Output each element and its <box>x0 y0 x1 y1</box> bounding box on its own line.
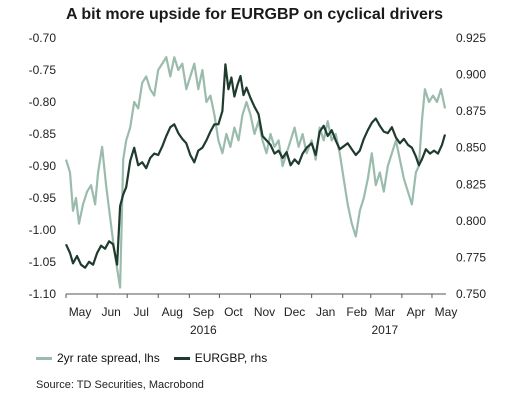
x-tick-label: Oct <box>224 305 243 319</box>
x-tick-label: Aug <box>162 305 183 319</box>
y-right-tick-label: 0.875 <box>456 104 486 118</box>
source-note: Source: TD Securities, Macrobond <box>36 379 204 391</box>
y-left-tick-label: -0.90 <box>29 159 57 173</box>
x-tick-label: Dec <box>284 305 305 319</box>
x-tick-label: Jul <box>134 305 149 319</box>
x-tick-label: Apr <box>407 305 426 319</box>
legend-item-eurgbp: EURGBP, rhs <box>173 351 268 365</box>
x-tick-label: Feb <box>346 305 367 319</box>
y-right-tick-label: 0.825 <box>456 177 486 191</box>
legend-item-rate-spread: 2yr rate spread, lhs <box>36 351 160 365</box>
y-left-tick-label: -0.80 <box>29 95 57 109</box>
series-layer <box>64 56 447 289</box>
y-left-tick-label: -0.70 <box>29 31 57 45</box>
legend: 2yr rate spread, lhs EURGBP, rhs <box>36 351 281 365</box>
y-left-tick-label: -0.85 <box>29 127 57 141</box>
y-right-tick-label: 0.750 <box>456 287 486 301</box>
y-left-tick-label: -1.10 <box>29 287 57 301</box>
x-tick-label: May <box>435 305 458 319</box>
y-right-tick-label: 0.775 <box>456 250 486 264</box>
legend-swatch-eurgbp <box>173 356 190 360</box>
chart-title: A bit more upside for EURGBP on cyclical… <box>66 6 443 23</box>
x-year-label: 2017 <box>371 323 398 337</box>
y-left-tick-label: -1.00 <box>29 223 57 237</box>
legend-swatch-rate-spread <box>36 356 52 360</box>
y-left-tick-label: -0.95 <box>29 191 57 205</box>
axes: -0.70 -0.75 -0.80 -0.85 -0.90 -0.95 -1.00 -1.05… <box>29 31 487 337</box>
x-tick-label: Jun <box>101 305 120 319</box>
x-tick-label: Jan <box>316 305 335 319</box>
y-left-tick-label: -0.75 <box>29 63 57 77</box>
x-tick-label: Sep <box>193 305 215 319</box>
x-tick-label: Nov <box>254 305 275 319</box>
series-line-rate-spread <box>64 56 447 289</box>
x-tick-label: Mar <box>375 305 396 319</box>
y-right-tick-label: 0.800 <box>456 214 486 228</box>
y-left-tick-label: -1.05 <box>29 255 57 269</box>
y-right-tick-label: 0.925 <box>456 31 486 45</box>
series-line-eurgbp <box>65 63 447 269</box>
x-year-label: 2016 <box>190 323 217 337</box>
y-right-tick-label: 0.900 <box>456 68 486 82</box>
x-tick-label: May <box>69 305 92 319</box>
legend-label-eurgbp: EURGBP, rhs <box>194 351 268 365</box>
y-right-tick-label: 0.850 <box>456 141 486 155</box>
legend-label-rate-spread: 2yr rate spread, lhs <box>57 351 160 365</box>
